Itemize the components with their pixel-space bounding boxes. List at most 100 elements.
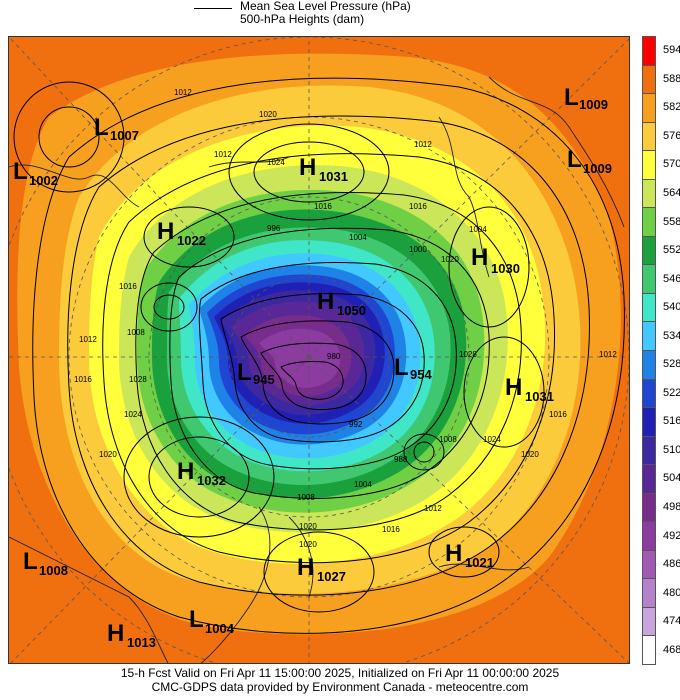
colorbar-swatch — [642, 492, 656, 523]
isobar-label: 1024 — [267, 158, 285, 167]
colorbar-label: 588 — [663, 72, 680, 85]
svg-text:L: L — [567, 146, 582, 173]
colorbar-swatch — [642, 549, 656, 580]
center-l-945: L 945 — [237, 359, 275, 387]
center-l-954: L 954 — [394, 354, 432, 382]
colorbar-swatch — [642, 292, 656, 323]
svg-text:H: H — [297, 554, 314, 581]
svg-text:H: H — [299, 154, 316, 181]
colorbar-label: 486 — [663, 558, 680, 571]
colorbar-label: 498 — [663, 501, 680, 513]
isobar-label: 1008 — [439, 435, 457, 444]
colorbar-label: 594 — [663, 44, 680, 57]
svg-text:954: 954 — [410, 367, 432, 382]
isobar-label: 992 — [349, 420, 363, 429]
colorbar-label: 528 — [663, 358, 680, 371]
isobar-label: 996 — [267, 224, 281, 233]
colorbar-swatch — [642, 36, 656, 66]
colorbar-label: 516 — [663, 415, 680, 428]
svg-text:L: L — [23, 548, 38, 575]
colorbar-swatch — [642, 435, 656, 466]
svg-text:1013: 1013 — [127, 635, 156, 650]
weather-map-canvas: 1012 1020 1012 1024 1012 1016 1008 1016 … — [9, 37, 629, 663]
svg-text:1030: 1030 — [491, 261, 520, 276]
colorbar-swatch — [642, 606, 656, 637]
msl-pressure-legend-line — [194, 8, 232, 9]
data-credit-line: CMC-GDPS data provided by Environment Ca… — [151, 680, 529, 694]
colorbar-swatch — [642, 264, 656, 294]
isobar-label: 1012 — [599, 350, 617, 359]
center-l-1002: L 1002 — [13, 158, 58, 188]
svg-text:1009: 1009 — [583, 161, 612, 176]
msl-isobars — [13, 77, 625, 634]
center-h-1031-n: H 1031 — [299, 154, 348, 184]
isobar-label: 1020 — [99, 450, 117, 459]
isobar-label: 1028 — [459, 350, 477, 359]
isobar-label: 1012 — [424, 504, 442, 513]
svg-text:1027: 1027 — [317, 569, 346, 584]
isobar-label: 1016 — [549, 410, 567, 419]
svg-text:H: H — [505, 374, 522, 401]
isobar-label: 1004 — [469, 225, 487, 234]
colorbar-label: 492 — [663, 529, 680, 542]
center-h-1030: H 1030 — [471, 244, 520, 276]
colorbar-label: 564 — [663, 187, 680, 199]
colorbar-label: 582 — [663, 101, 680, 114]
svg-text:945: 945 — [253, 372, 275, 387]
map-header: Mean Sea Level Pressure (hPa) 500-hPa He… — [0, 0, 680, 36]
legend-msl-pressure: Mean Sea Level Pressure (hPa) — [240, 0, 411, 13]
colorbar-label: 570 — [663, 158, 680, 171]
svg-text:1008: 1008 — [39, 563, 68, 578]
isobar-label: 1004 — [354, 480, 372, 489]
isobar-label: 1024 — [483, 435, 501, 444]
colorbar-label: 546 — [663, 272, 680, 285]
svg-text:H: H — [317, 288, 334, 315]
svg-text:H: H — [445, 540, 462, 567]
isobar-label: 988 — [394, 455, 408, 464]
map-footer: 15-h Fcst Valid on Fri Apr 11 15:00:00 2… — [0, 666, 680, 694]
isobar-label: 1004 — [349, 233, 367, 242]
weather-map: 1012 1020 1012 1024 1012 1016 1008 1016 … — [8, 36, 630, 664]
svg-text:1031: 1031 — [525, 389, 554, 404]
isobar-label: 1016 — [314, 202, 332, 211]
svg-text:1031: 1031 — [319, 169, 348, 184]
colorbar-swatch — [642, 150, 656, 180]
isobar-label: 1016 — [409, 202, 427, 211]
isobar-label: 1008 — [297, 493, 315, 502]
isobar-label: 1020 — [521, 450, 539, 459]
isobar-label: 1012 — [214, 150, 232, 159]
colorbar-swatch — [642, 321, 656, 351]
svg-text:1032: 1032 — [197, 473, 226, 488]
svg-text:1021: 1021 — [465, 555, 494, 570]
isobar-label: 1012 — [79, 335, 97, 344]
colorbar-swatch — [642, 350, 656, 380]
isobar-label: 1024 — [124, 410, 142, 419]
svg-text:H: H — [177, 458, 194, 485]
colorbar-swatch — [642, 121, 656, 152]
isobar-labels: 1012 1020 1012 1024 1012 1016 1008 1016 … — [74, 88, 617, 549]
graticule — [9, 37, 629, 663]
colorbar-swatch — [642, 207, 656, 237]
colorbar-label: 540 — [663, 301, 680, 314]
center-l-1009-ne: L 1009 — [564, 84, 608, 112]
svg-text:1007: 1007 — [110, 128, 139, 143]
svg-text:L: L — [94, 114, 109, 141]
colorbar-swatch — [642, 578, 656, 608]
isobar-label: 1012 — [174, 88, 192, 97]
center-l-1007: L 1007 — [94, 114, 139, 143]
forecast-valid-line: 15-h Fcst Valid on Fri Apr 11 15:00:00 2… — [120, 666, 560, 680]
center-h-1021: H 1021 — [445, 540, 494, 570]
svg-text:1009: 1009 — [579, 97, 608, 112]
isobar-label: 1028 — [129, 375, 147, 384]
colorbar-swatch — [642, 64, 656, 95]
svg-text:1002: 1002 — [29, 173, 58, 188]
colorbar-swatch — [642, 521, 656, 551]
colorbar-label: 558 — [663, 215, 680, 228]
center-h-1031-e: H 1031 — [505, 374, 554, 404]
colorbar-label: 468 — [663, 643, 680, 656]
svg-text:H: H — [471, 244, 488, 271]
svg-text:H: H — [107, 620, 124, 647]
center-l-1009-e: L 1009 — [567, 146, 612, 176]
colorbar-swatch — [642, 93, 656, 123]
svg-text:L: L — [564, 84, 579, 111]
